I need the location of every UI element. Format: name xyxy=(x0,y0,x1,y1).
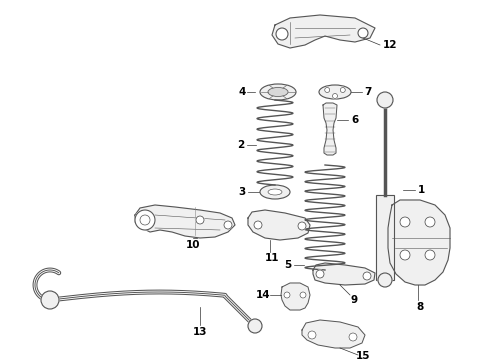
Text: 14: 14 xyxy=(256,290,270,300)
Ellipse shape xyxy=(319,85,351,99)
Circle shape xyxy=(140,215,150,225)
Circle shape xyxy=(298,222,306,230)
Text: 5: 5 xyxy=(284,260,292,270)
Polygon shape xyxy=(302,320,365,348)
Polygon shape xyxy=(272,15,375,48)
Ellipse shape xyxy=(260,185,290,199)
Circle shape xyxy=(284,292,290,298)
Circle shape xyxy=(316,270,324,278)
Ellipse shape xyxy=(268,189,282,195)
Bar xyxy=(376,195,394,280)
Circle shape xyxy=(378,273,392,287)
Polygon shape xyxy=(313,263,375,285)
Text: 3: 3 xyxy=(238,187,245,197)
Text: 7: 7 xyxy=(364,87,372,97)
Circle shape xyxy=(41,291,59,309)
Polygon shape xyxy=(388,200,450,285)
Ellipse shape xyxy=(268,87,288,96)
Circle shape xyxy=(248,319,262,333)
Circle shape xyxy=(377,92,393,108)
Circle shape xyxy=(363,272,371,280)
Circle shape xyxy=(135,210,155,230)
Circle shape xyxy=(425,217,435,227)
Text: 2: 2 xyxy=(237,140,245,150)
Text: 11: 11 xyxy=(265,253,279,263)
Text: 1: 1 xyxy=(417,185,425,195)
Circle shape xyxy=(308,331,316,339)
Text: 10: 10 xyxy=(186,240,200,250)
Circle shape xyxy=(400,217,410,227)
Circle shape xyxy=(276,28,288,40)
Polygon shape xyxy=(281,283,310,310)
Circle shape xyxy=(325,87,330,93)
Circle shape xyxy=(254,221,262,229)
Circle shape xyxy=(224,221,232,229)
Circle shape xyxy=(300,292,306,298)
Text: 4: 4 xyxy=(238,87,245,97)
Polygon shape xyxy=(248,210,310,240)
Text: 9: 9 xyxy=(350,295,358,305)
Circle shape xyxy=(340,87,345,93)
Circle shape xyxy=(400,250,410,260)
Circle shape xyxy=(333,94,338,99)
Bar xyxy=(376,195,394,280)
Text: 12: 12 xyxy=(383,40,397,50)
Circle shape xyxy=(425,250,435,260)
Text: 15: 15 xyxy=(356,351,370,360)
Text: 6: 6 xyxy=(351,115,359,125)
Circle shape xyxy=(358,28,368,38)
Polygon shape xyxy=(135,205,235,238)
Polygon shape xyxy=(323,103,337,155)
Circle shape xyxy=(196,216,204,224)
Ellipse shape xyxy=(260,84,296,100)
Text: 8: 8 xyxy=(416,302,424,312)
Circle shape xyxy=(349,333,357,341)
Text: 13: 13 xyxy=(193,327,207,337)
